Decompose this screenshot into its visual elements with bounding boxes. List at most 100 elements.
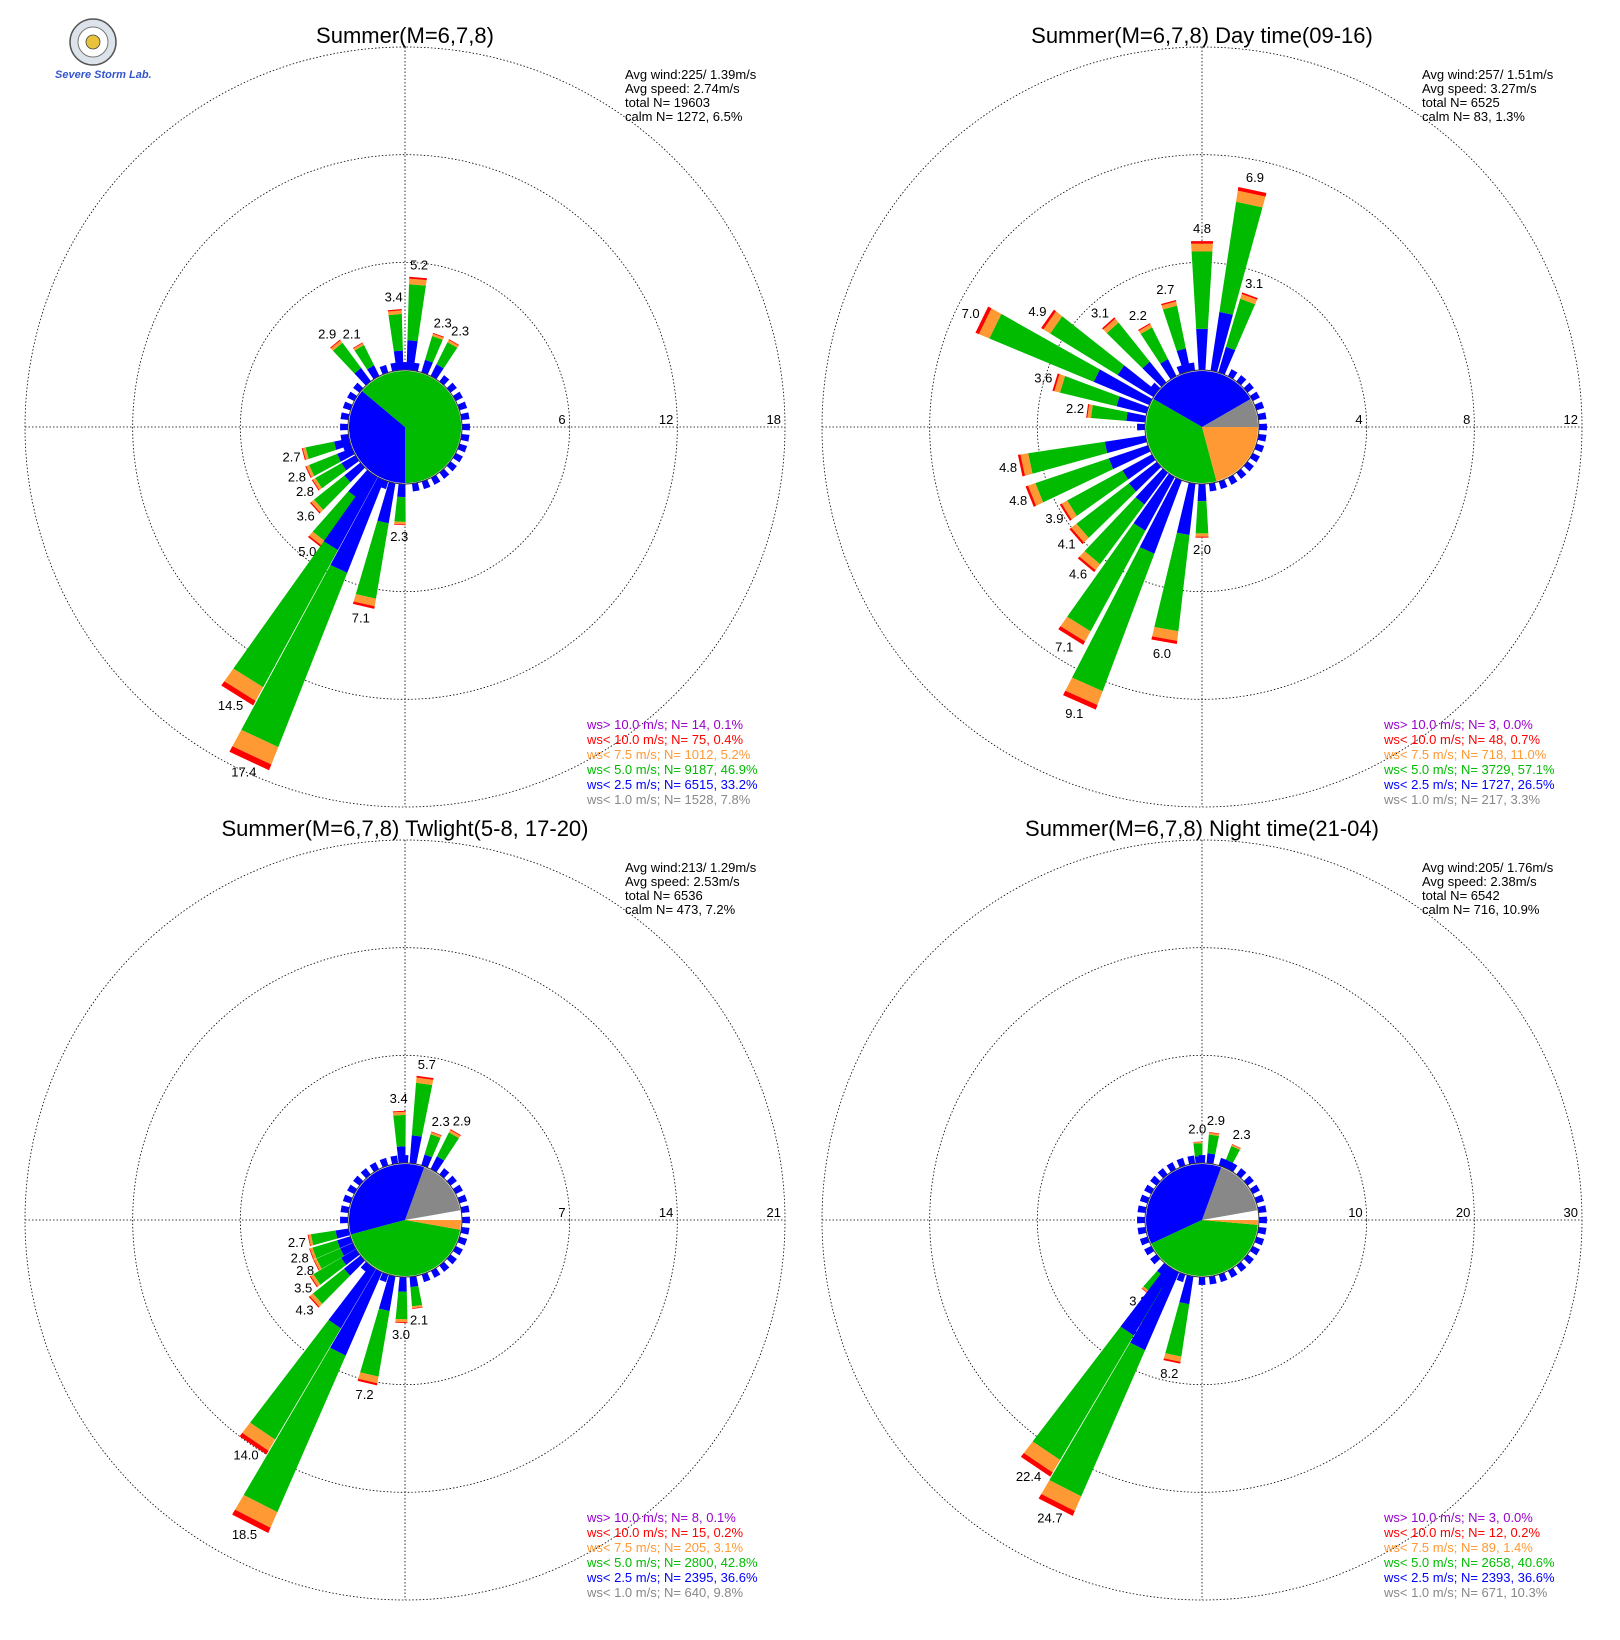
legend-entry: ws< 2.5 m/s; N= 1727, 26.5% bbox=[1383, 777, 1555, 792]
ring-label: 21 bbox=[767, 1205, 781, 1220]
petal-segment bbox=[978, 308, 1002, 339]
petal-segment bbox=[1191, 251, 1213, 329]
panel-title: Summer(M=6,7,8) bbox=[316, 23, 494, 48]
legend-entry: ws> 10.0 m/s; N= 14, 0.1% bbox=[586, 717, 744, 732]
calm-pie-slice bbox=[1202, 1220, 1258, 1225]
calm-pie-slice bbox=[1202, 427, 1258, 482]
petal-segment bbox=[1197, 483, 1207, 502]
petal-segment bbox=[1191, 243, 1213, 252]
petal-segment bbox=[1072, 547, 1155, 692]
petal-value-label: 3.4 bbox=[390, 1091, 408, 1106]
petal-value-label: 2.9 bbox=[453, 1114, 471, 1129]
petal-segment bbox=[1025, 485, 1037, 507]
petal-segment bbox=[337, 447, 355, 462]
petal-segment bbox=[344, 462, 365, 483]
petal-segment bbox=[407, 284, 426, 342]
petal-segment bbox=[1120, 1265, 1173, 1336]
petal-segment bbox=[309, 502, 321, 514]
petal-segment bbox=[1152, 626, 1179, 641]
rim-tick bbox=[1254, 401, 1265, 411]
rim-tick bbox=[1144, 1245, 1155, 1256]
calm-pie-slice bbox=[1145, 1164, 1222, 1244]
petal-segment bbox=[416, 1077, 434, 1086]
petal-segment bbox=[409, 1275, 419, 1288]
legend-entry: ws< 7.5 m/s; N= 1012, 5.2% bbox=[586, 747, 751, 762]
petal-segment bbox=[1061, 500, 1077, 520]
petal-value-label: 3.0 bbox=[392, 1327, 410, 1342]
petal-value-label: 9.1 bbox=[1065, 706, 1083, 721]
calm-pie-slice bbox=[362, 370, 462, 483]
petal-segment bbox=[355, 520, 389, 599]
petal-value-label: 7.2 bbox=[356, 1387, 374, 1402]
rim-tick bbox=[340, 423, 349, 431]
petal-segment bbox=[1195, 533, 1209, 537]
petal-segment bbox=[330, 339, 341, 349]
legend-entry: ws< 1.0 m/s; N= 671, 10.3% bbox=[1383, 1585, 1548, 1600]
petal-segment bbox=[313, 1259, 320, 1271]
petal-segment bbox=[309, 1293, 323, 1307]
petal-segment bbox=[250, 1320, 341, 1440]
rim-tick bbox=[1218, 479, 1228, 490]
petal-segment bbox=[332, 342, 362, 374]
legend-entry: ws< 1.0 m/s; N= 1528, 7.8% bbox=[586, 792, 751, 807]
range-ring bbox=[929, 947, 1475, 1493]
petal-segment bbox=[436, 342, 458, 369]
petal-segment bbox=[1151, 636, 1178, 645]
rim-tick bbox=[1144, 1184, 1155, 1195]
petal-segment bbox=[354, 367, 372, 386]
petal-segment bbox=[330, 477, 385, 573]
rim-tick bbox=[353, 1175, 364, 1186]
petal-value-label: 3.4 bbox=[385, 289, 403, 304]
petal-segment bbox=[975, 306, 992, 335]
petal-value-label: 2.3 bbox=[432, 1114, 450, 1129]
petal-value-label: 2.2 bbox=[1066, 401, 1084, 416]
calm-pie-slice bbox=[348, 1164, 425, 1235]
stats-line: calm N= 83, 1.3% bbox=[1422, 109, 1525, 124]
rim-tick bbox=[1227, 369, 1238, 380]
petal-segment bbox=[353, 343, 364, 351]
range-ring bbox=[24, 839, 786, 1601]
petal-segment bbox=[323, 473, 378, 551]
petal-segment bbox=[1106, 322, 1150, 369]
legend-entry: ws< 10.0 m/s; N= 75, 0.4% bbox=[586, 732, 744, 747]
petal-value-label: 4.8 bbox=[1009, 493, 1027, 508]
rim-tick bbox=[340, 412, 350, 421]
petal-segment bbox=[343, 1255, 365, 1276]
petal-segment bbox=[235, 1494, 278, 1528]
legend-entry: ws> 10.0 m/s; N= 3, 0.0% bbox=[1383, 1510, 1533, 1525]
rim-tick bbox=[1236, 468, 1247, 479]
calm-pie-slice bbox=[405, 1220, 462, 1230]
petal-segment bbox=[242, 1422, 276, 1451]
petal-segment bbox=[311, 479, 320, 491]
rim-tick bbox=[1249, 1245, 1260, 1256]
rim-tick bbox=[1176, 1157, 1186, 1168]
rim-tick bbox=[1227, 1267, 1238, 1278]
range-ring bbox=[929, 154, 1475, 700]
petal-value-label: 2.3 bbox=[451, 324, 469, 339]
petal-segment bbox=[330, 1269, 383, 1356]
panel-title: Summer(M=6,7,8) Night time(21-04) bbox=[1025, 816, 1379, 841]
ring-label: 14 bbox=[659, 1205, 673, 1220]
petal-segment bbox=[1176, 482, 1196, 535]
rim-tick bbox=[340, 1205, 350, 1214]
rim-tick bbox=[390, 1155, 399, 1165]
petal-segment bbox=[1103, 318, 1119, 334]
petal-segment bbox=[1135, 468, 1169, 505]
legend-entry: ws< 10.0 m/s; N= 48, 0.7% bbox=[1383, 732, 1541, 747]
rim-tick bbox=[1258, 1216, 1267, 1224]
rim-tick bbox=[342, 401, 353, 411]
range-ring bbox=[132, 154, 678, 700]
rim-tick bbox=[439, 1168, 450, 1179]
petal-value-label: 14.0 bbox=[233, 1448, 258, 1463]
rim-tick bbox=[1257, 412, 1267, 421]
calm-pie-slice bbox=[1202, 399, 1258, 427]
petal-segment bbox=[312, 491, 357, 542]
petal-segment bbox=[395, 1291, 408, 1320]
petal-segment bbox=[1023, 1441, 1061, 1473]
petal-segment bbox=[409, 1135, 422, 1165]
petal-segment bbox=[1130, 1269, 1180, 1351]
petal-segment bbox=[310, 1230, 338, 1246]
petal-segment bbox=[1142, 361, 1167, 387]
petal-segment bbox=[1093, 369, 1153, 406]
petal-segment bbox=[1196, 328, 1208, 371]
